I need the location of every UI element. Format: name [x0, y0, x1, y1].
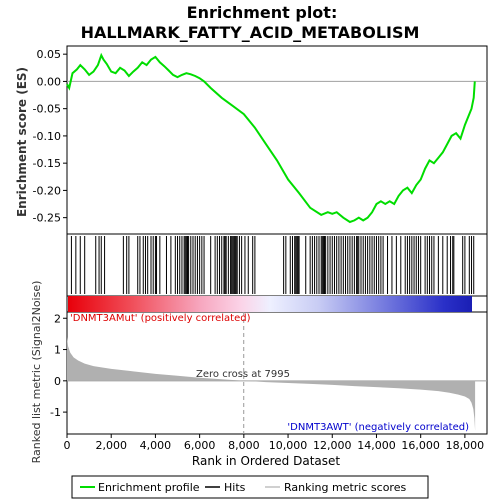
- metric-y-tick-label: 0: [54, 375, 61, 388]
- hits-group: [70, 236, 475, 294]
- legend-enrichment-label: Enrichment profile: [98, 481, 200, 494]
- es-y-tick-label: -0.05: [33, 103, 61, 116]
- title-line-2: HALLMARK_FATTY_ACID_METABOLISM: [81, 23, 420, 42]
- x-tick-label: 18,000: [446, 439, 485, 452]
- hits-panel: [66, 233, 488, 297]
- ranking-gradient-bar: [68, 296, 472, 312]
- x-tick-label: 0: [64, 439, 71, 452]
- metric-y-tick-label: -1: [50, 406, 61, 419]
- title-line-1: Enrichment plot:: [187, 3, 338, 22]
- zero-cross-label: Zero cross at 7995: [196, 369, 290, 380]
- es-y-tick-label: -0.15: [33, 157, 61, 170]
- x-tick-label: 10,000: [269, 439, 308, 452]
- es-y-tick-label: -0.10: [33, 130, 61, 143]
- x-tick-label: 6,000: [184, 439, 216, 452]
- legend-ranking-label: Ranking metric scores: [284, 481, 406, 494]
- x-tick-label: 16,000: [401, 439, 440, 452]
- x-tick-label: 4,000: [140, 439, 172, 452]
- ranking-metric-area: [67, 337, 476, 431]
- legend-hits-label: Hits: [224, 481, 246, 494]
- metric-y-tick-label: 1: [54, 344, 61, 357]
- negative-correlation-label: 'DNMT3AWT' (negatively correlated): [287, 422, 469, 433]
- enrichment-profile-line: [66, 52, 476, 224]
- x-axis: 0 2,000 4,000 6,000 8,000 10,000 12,000 14,000 1…: [64, 434, 485, 452]
- metric-y-axis: 2 1 0 -1: [50, 312, 67, 419]
- es-y-axis-label: Enrichment score (ES): [15, 67, 29, 217]
- x-tick-label: 8,000: [228, 439, 260, 452]
- positive-correlation-label: 'DNMT3AMut' (positively correlated): [70, 313, 251, 324]
- metric-y-axis-label: Ranked list metric (Signal2Noise): [30, 281, 43, 464]
- x-axis-label: Rank in Ordered Dataset: [192, 454, 340, 468]
- es-y-axis: 0.05 0.00 -0.05 -0.10 -0.15 -0.20 -0.25: [33, 48, 67, 225]
- x-tick-label: 12,000: [313, 439, 352, 452]
- metric-y-tick-label: 2: [54, 312, 61, 325]
- es-y-tick-label: -0.25: [33, 212, 61, 225]
- x-tick-label: 2,000: [95, 439, 127, 452]
- x-tick-label: 14,000: [357, 439, 396, 452]
- legend-box: [71, 475, 429, 499]
- es-y-tick-label: -0.20: [33, 184, 61, 197]
- es-y-tick-label: 0.00: [37, 75, 62, 88]
- es-y-tick-label: 0.05: [37, 48, 62, 61]
- es-panel: [66, 45, 488, 235]
